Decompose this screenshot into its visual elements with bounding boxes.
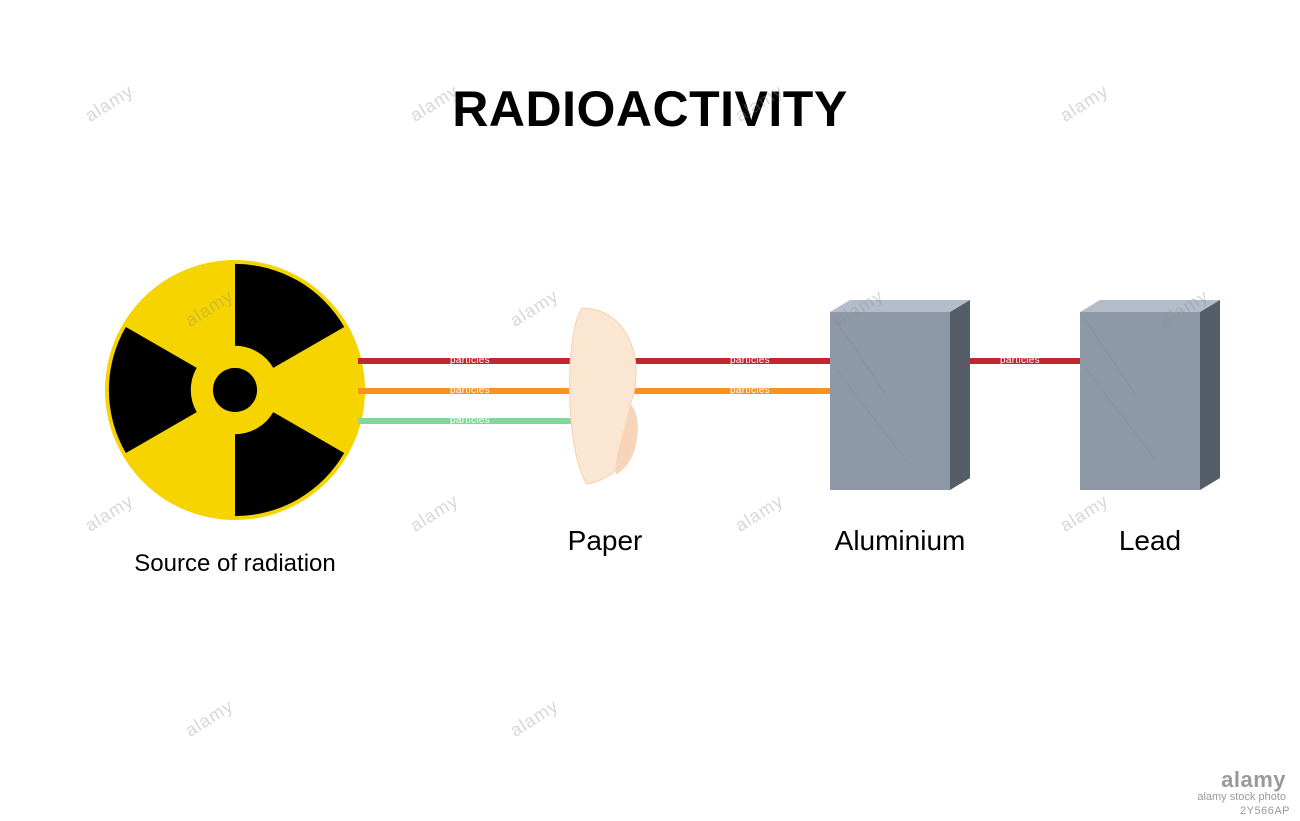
barrier-lead <box>1080 300 1220 490</box>
barrier-label-lead: Lead <box>1060 525 1240 557</box>
watermark-brand: alamy <box>1197 767 1286 793</box>
watermark-diag: alamy <box>406 491 462 537</box>
watermark-tagline: alamy stock photo <box>1197 791 1286 803</box>
barrier-label-paper: Paper <box>515 525 695 557</box>
ray-gamma <box>358 358 590 364</box>
barrier-paper <box>560 300 650 490</box>
watermark-id: 2Y566AP <box>1240 805 1290 817</box>
diagram-title: RADIOACTIVITY <box>0 80 1300 138</box>
watermark-diag: alamy <box>506 696 562 742</box>
ray-beta <box>358 388 590 394</box>
barrier-label-aluminium: Aluminium <box>810 525 990 557</box>
barrier-aluminium <box>830 300 970 490</box>
watermark-logo: alamy alamy stock photo <box>1197 767 1286 803</box>
watermark-diag: alamy <box>506 285 562 331</box>
radiation-source <box>105 260 365 520</box>
source-label: Source of radiation <box>95 550 375 578</box>
ray-alpha <box>358 418 590 424</box>
watermark-diag: alamy <box>731 491 787 537</box>
watermark-diag: alamy <box>181 696 237 742</box>
